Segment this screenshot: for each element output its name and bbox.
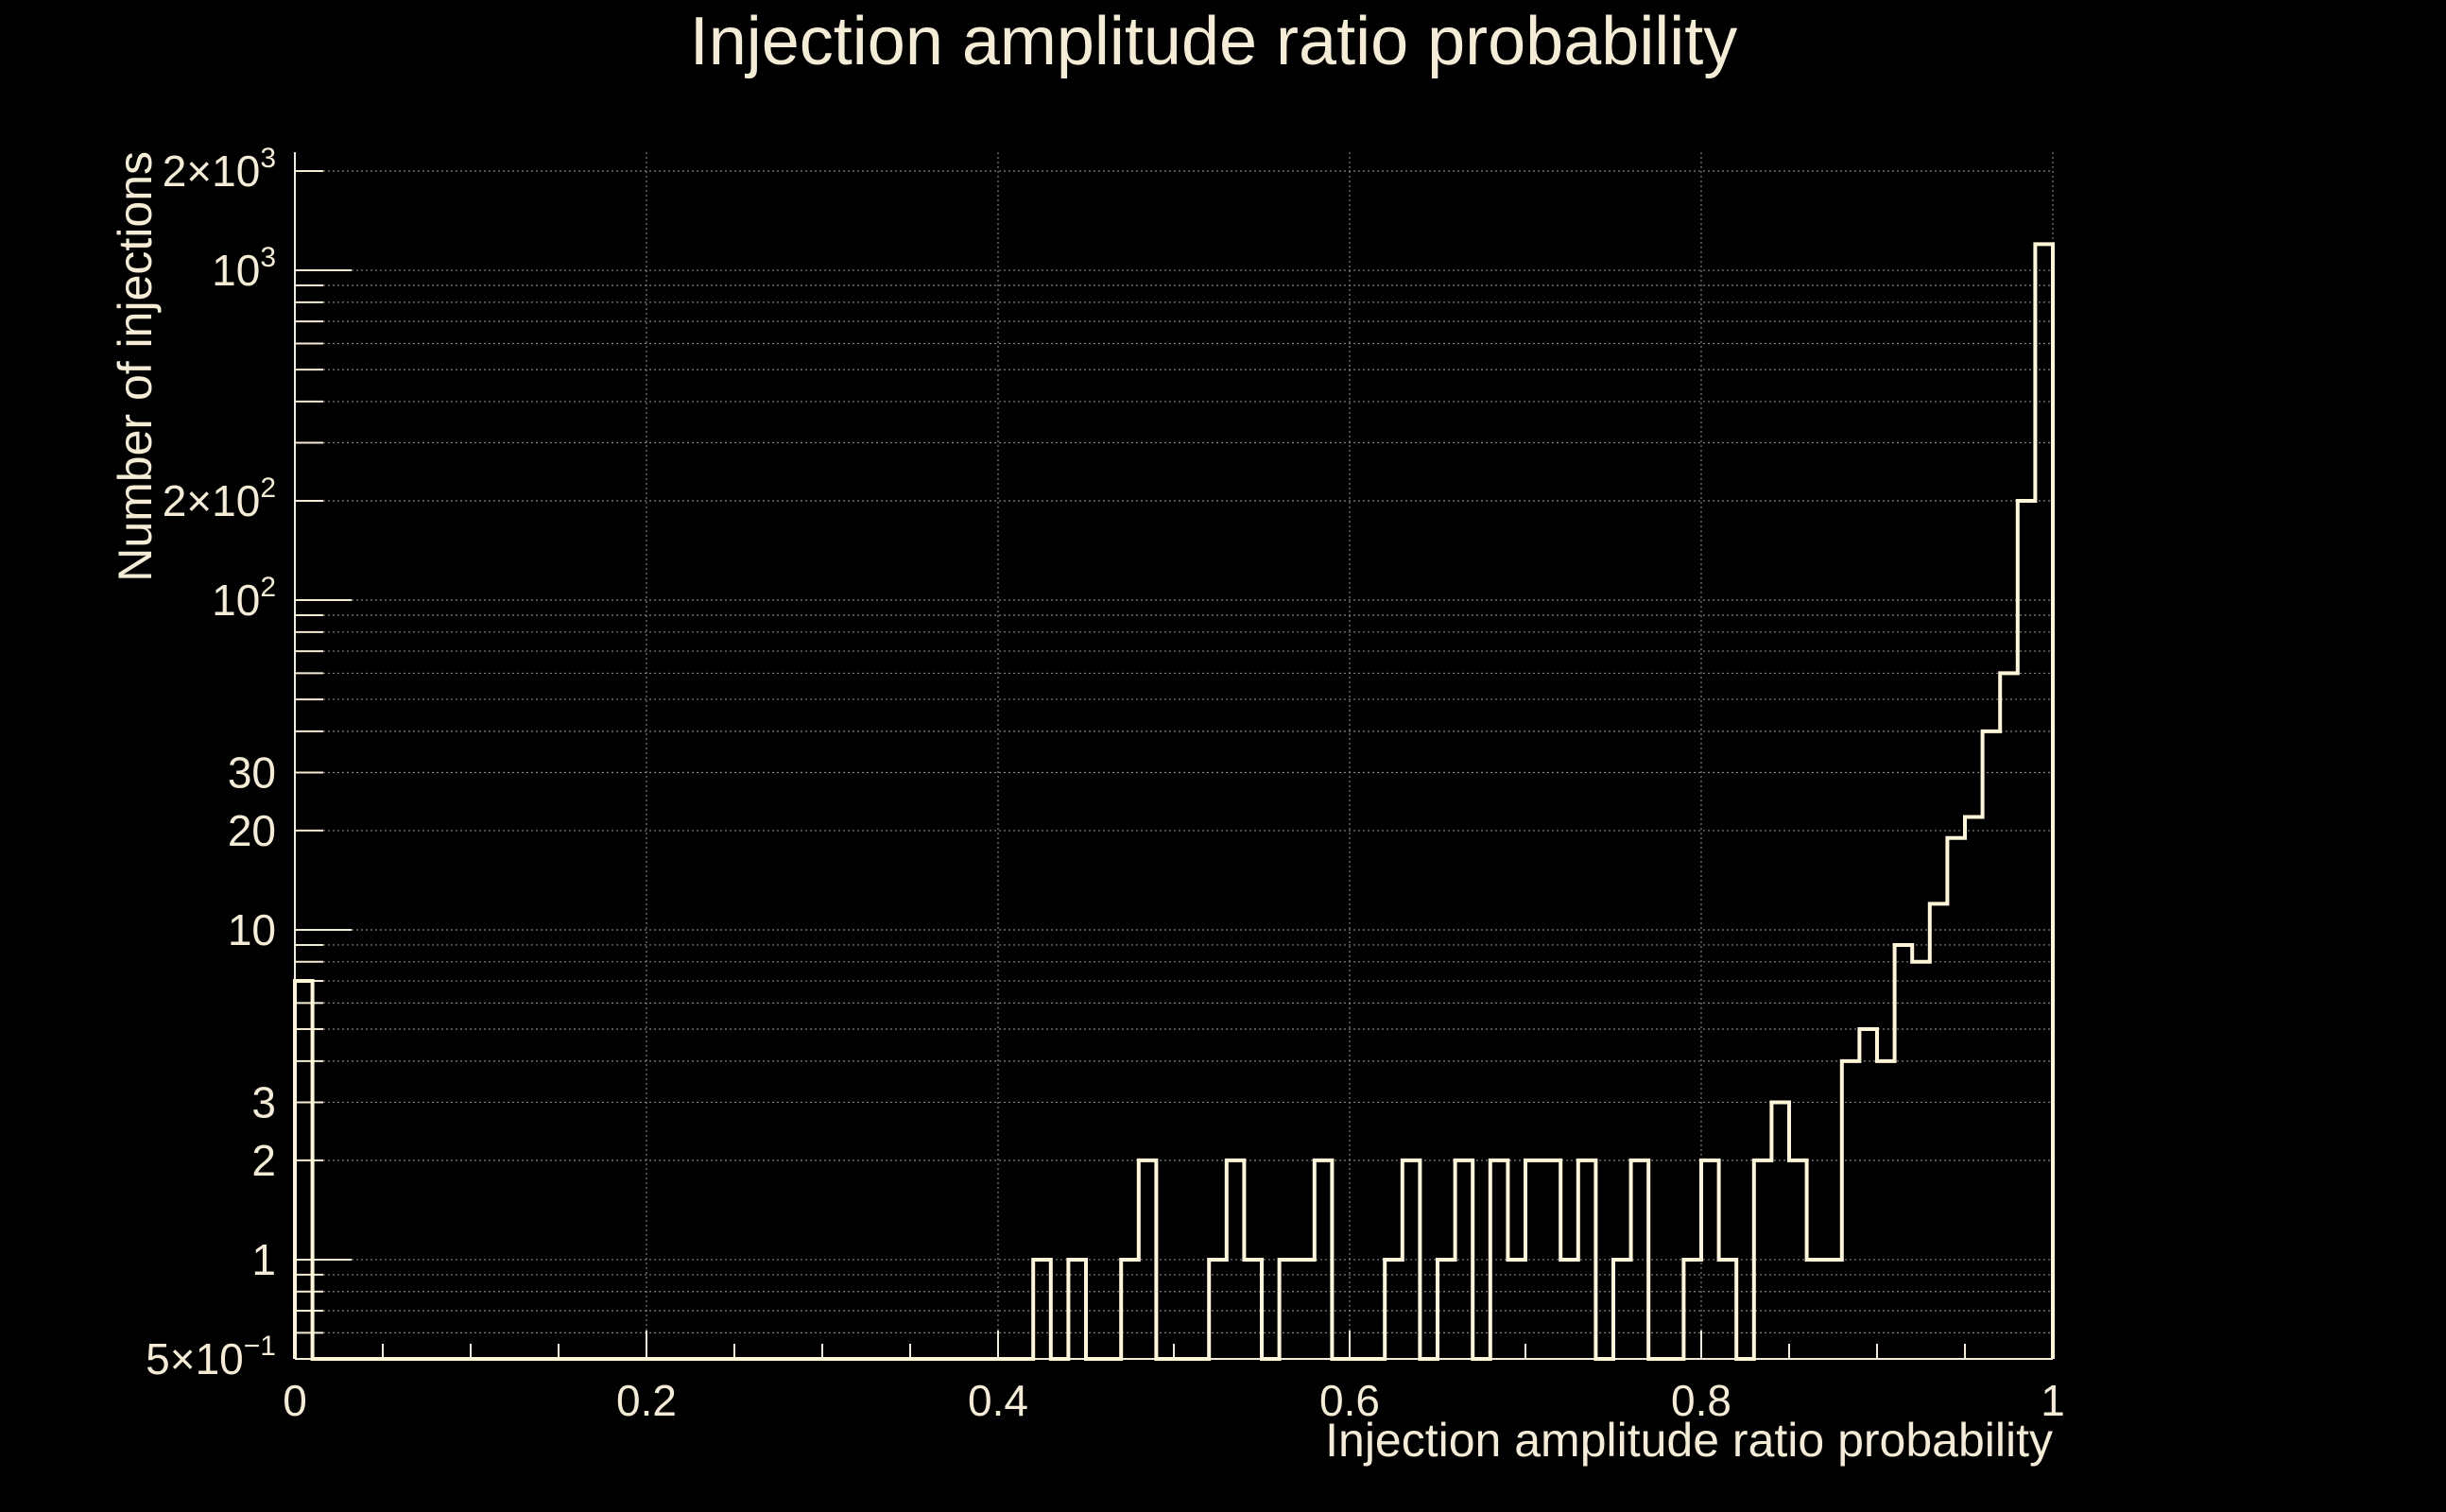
x-tick-label: 0 (283, 1376, 307, 1425)
y-tick-label: 2×102 (163, 472, 276, 525)
histogram-series (293, 242, 2055, 1361)
y-tick-label: 102 (212, 572, 276, 625)
x-tick-label: 0.8 (1671, 1376, 1731, 1425)
x-tick-label: 0.6 (1319, 1376, 1380, 1425)
x-tick-labels: 0 0.2 0.4 0.6 0.8 1 (283, 1376, 2065, 1425)
x-tick-label: 0.2 (616, 1376, 677, 1425)
y-tick-label: 20 (228, 806, 276, 855)
grid-lines (294, 152, 2054, 1360)
tick-marks (294, 170, 2054, 1360)
y-tick-label: 3 (251, 1077, 276, 1126)
y-tick-label: 103 (212, 242, 276, 295)
x-axis-label: Injection amplitude ratio probability (1325, 1414, 2053, 1467)
y-tick-label: 1 (251, 1235, 276, 1284)
y-tick-label: 10 (228, 905, 276, 954)
y-tick-label: 2×103 (163, 143, 276, 196)
y-tick-labels: 5×10−1 1 2 3 10 20 30 102 2×102 103 2×103 (146, 143, 276, 1383)
x-tick-label: 0.4 (968, 1376, 1028, 1425)
axes (294, 152, 2053, 1360)
x-tick-label: 1 (2041, 1376, 2065, 1425)
y-tick-label: 2 (251, 1136, 276, 1185)
y-tick-label: 5×10−1 (146, 1331, 276, 1383)
histogram-step-line (293, 242, 2055, 1361)
chart-title: Injection amplitude ratio probability (690, 4, 1738, 79)
y-tick-label: 30 (228, 747, 276, 797)
y-axis-label: Number of injections (109, 151, 162, 582)
